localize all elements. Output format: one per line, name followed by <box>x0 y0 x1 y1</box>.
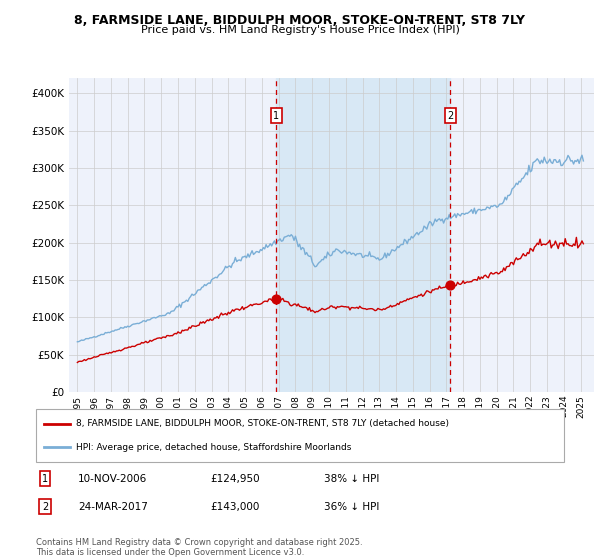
Point <box>445 281 455 290</box>
Text: 38% ↓ HPI: 38% ↓ HPI <box>324 474 379 484</box>
Text: 8, FARMSIDE LANE, BIDDULPH MOOR, STOKE-ON-TRENT, ST8 7LY (detached house): 8, FARMSIDE LANE, BIDDULPH MOOR, STOKE-O… <box>76 419 449 428</box>
FancyBboxPatch shape <box>36 409 564 462</box>
Text: 1: 1 <box>42 474 48 484</box>
Text: Contains HM Land Registry data © Crown copyright and database right 2025.
This d: Contains HM Land Registry data © Crown c… <box>36 538 362 557</box>
Text: 36% ↓ HPI: 36% ↓ HPI <box>324 502 379 512</box>
Text: HPI: Average price, detached house, Staffordshire Moorlands: HPI: Average price, detached house, Staf… <box>76 442 351 451</box>
Text: 10-NOV-2006: 10-NOV-2006 <box>78 474 147 484</box>
Text: £124,950: £124,950 <box>210 474 260 484</box>
Text: 1: 1 <box>274 111 280 121</box>
Bar <box>277 78 450 392</box>
Text: 2: 2 <box>42 502 48 512</box>
Text: 2: 2 <box>447 111 454 121</box>
Text: 24-MAR-2017: 24-MAR-2017 <box>78 502 148 512</box>
Point <box>272 294 281 303</box>
Text: £143,000: £143,000 <box>210 502 259 512</box>
Text: Price paid vs. HM Land Registry's House Price Index (HPI): Price paid vs. HM Land Registry's House … <box>140 25 460 35</box>
Text: 8, FARMSIDE LANE, BIDDULPH MOOR, STOKE-ON-TRENT, ST8 7LY: 8, FARMSIDE LANE, BIDDULPH MOOR, STOKE-O… <box>74 14 526 27</box>
